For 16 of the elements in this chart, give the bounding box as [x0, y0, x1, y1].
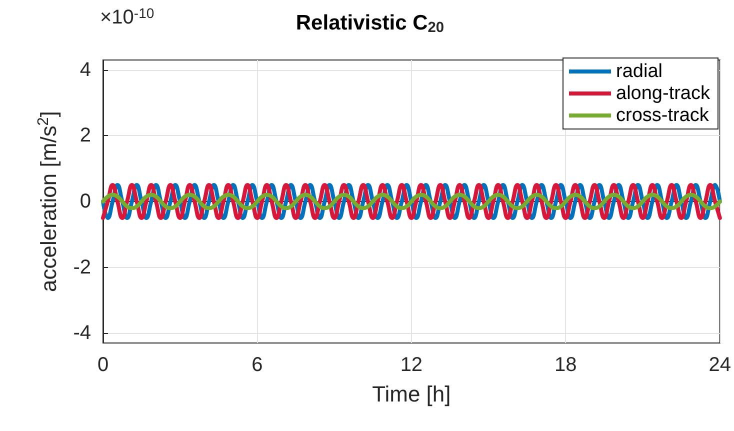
x-tick-label: 12	[400, 354, 423, 376]
x-tick-label: 24	[708, 354, 731, 376]
legend-label: radial	[616, 61, 662, 82]
y-axis-title: acceleration [m/s2]	[35, 111, 62, 292]
x-tick-label: 0	[97, 354, 109, 376]
y-tick-label: -4	[73, 322, 91, 344]
legend-label: along-track	[616, 83, 710, 104]
y-tick-label: 0	[80, 190, 91, 212]
legend-label: cross-track	[616, 105, 710, 126]
y-tick-label: -2	[73, 256, 91, 278]
line-series	[101, 192, 722, 210]
x-tick-label: 6	[252, 354, 263, 376]
x-axis-title: Time [h]	[372, 382, 451, 406]
x-tick-label: 18	[554, 354, 577, 376]
y-tick-label: 2	[80, 124, 91, 147]
y-tick-label: 4	[80, 58, 91, 81]
